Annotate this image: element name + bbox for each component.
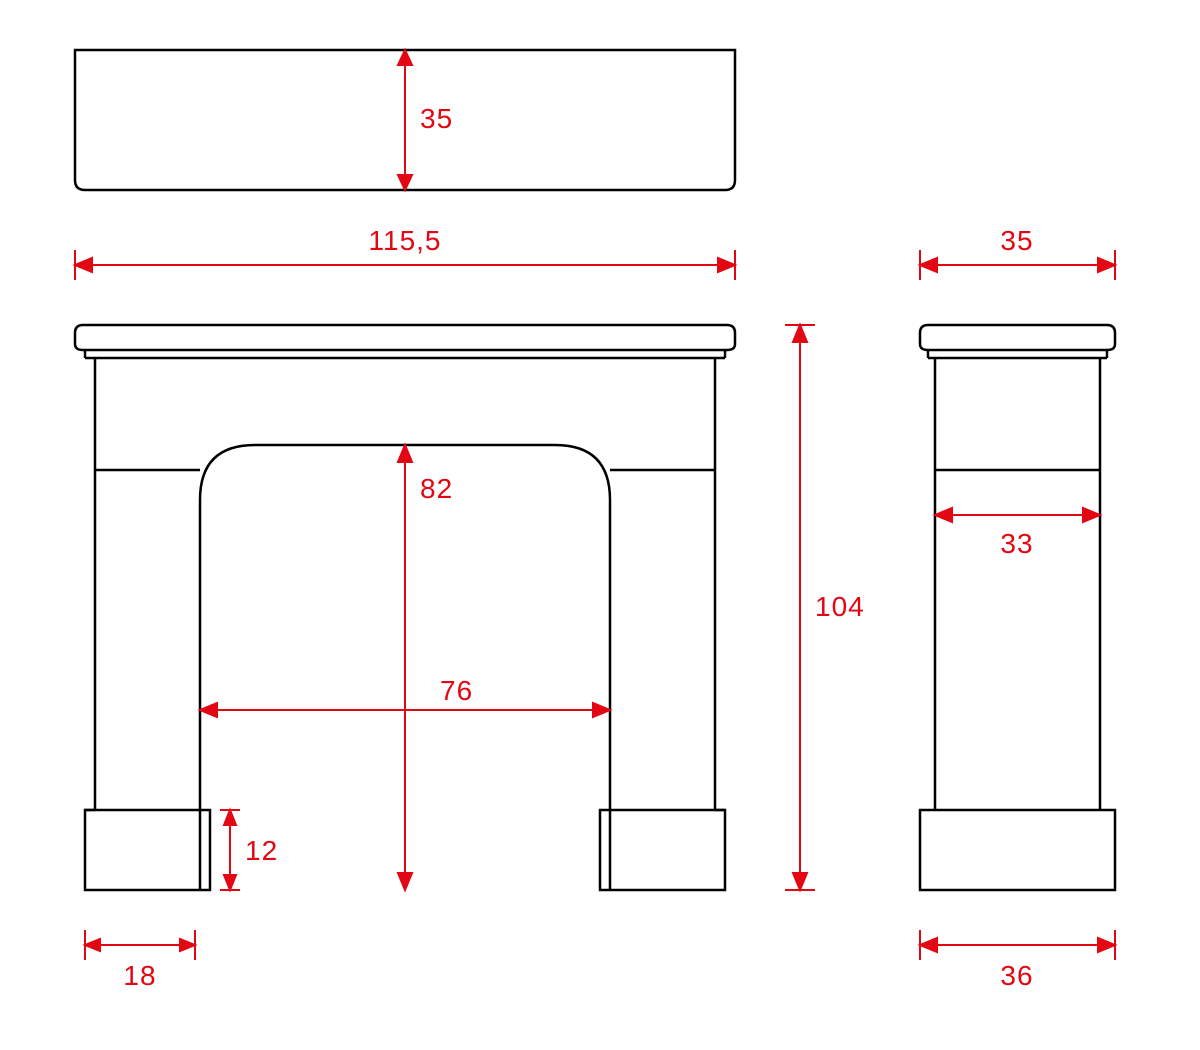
dim-opening-width-label: 76	[440, 675, 473, 706]
dim-top-depth	[398, 50, 412, 190]
side-mantel-top	[920, 325, 1115, 350]
dim-leg-width-label: 18	[123, 960, 156, 991]
front-base-left	[85, 810, 210, 890]
side-base	[920, 810, 1115, 890]
dim-opening-height-label: 82	[420, 473, 453, 504]
dim-side-inner-width	[935, 508, 1100, 522]
fireplace-dimension-drawing: 35 115,5	[0, 0, 1200, 1050]
dim-overall-height	[785, 325, 815, 890]
dim-base-height	[220, 810, 240, 890]
dim-side-base-width-label: 36	[1000, 960, 1033, 991]
top-view: 35	[75, 50, 735, 190]
dim-overall-width-label: 115,5	[369, 225, 442, 256]
dim-opening-height	[398, 445, 412, 890]
dim-overall-height-label: 104	[815, 591, 865, 622]
dim-leg-width	[85, 930, 195, 960]
dim-top-depth-label: 35	[420, 103, 453, 134]
side-view	[920, 325, 1115, 890]
front-mantel-top	[75, 325, 735, 350]
dim-side-top-width-label: 35	[1000, 225, 1033, 256]
front-base-right	[600, 810, 725, 890]
dim-base-height-label: 12	[245, 835, 278, 866]
dim-side-inner-width-label: 33	[1000, 528, 1033, 559]
dim-side-base-width	[920, 930, 1115, 960]
